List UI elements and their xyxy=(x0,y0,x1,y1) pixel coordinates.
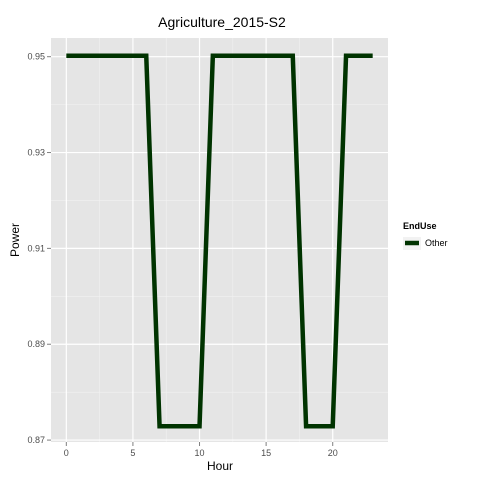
x-tick-labels: 0 5 10 15 20 xyxy=(64,448,338,458)
plot-panel xyxy=(51,38,388,442)
y-tick-labels: 0.87 0.89 0.91 0.93 0.95 xyxy=(27,52,45,445)
y-tick-label: 0.95 xyxy=(27,52,45,62)
x-tick-label: 5 xyxy=(130,448,135,458)
y-tick-label: 0.87 xyxy=(27,435,45,445)
x-tick-label: 10 xyxy=(195,448,205,458)
legend-label: Other xyxy=(425,238,448,248)
y-tick-label: 0.91 xyxy=(27,243,45,253)
minor-gridlines xyxy=(51,38,388,442)
x-tick-label: 15 xyxy=(261,448,271,458)
y-tick-label: 0.93 xyxy=(27,148,45,158)
legend: EndUse Other xyxy=(403,221,448,250)
x-axis-title: Hour xyxy=(207,459,233,473)
series-line-other xyxy=(66,53,373,429)
y-axis-title: Power xyxy=(8,223,22,257)
legend-title: EndUse xyxy=(403,221,437,231)
axis-ticks xyxy=(47,56,334,446)
x-tick-label: 20 xyxy=(328,448,338,458)
series-layer xyxy=(66,53,373,429)
x-tick-label: 0 xyxy=(64,448,69,458)
chart-title: Agriculture_2015-S2 xyxy=(158,14,286,30)
y-tick-label: 0.89 xyxy=(27,339,45,349)
